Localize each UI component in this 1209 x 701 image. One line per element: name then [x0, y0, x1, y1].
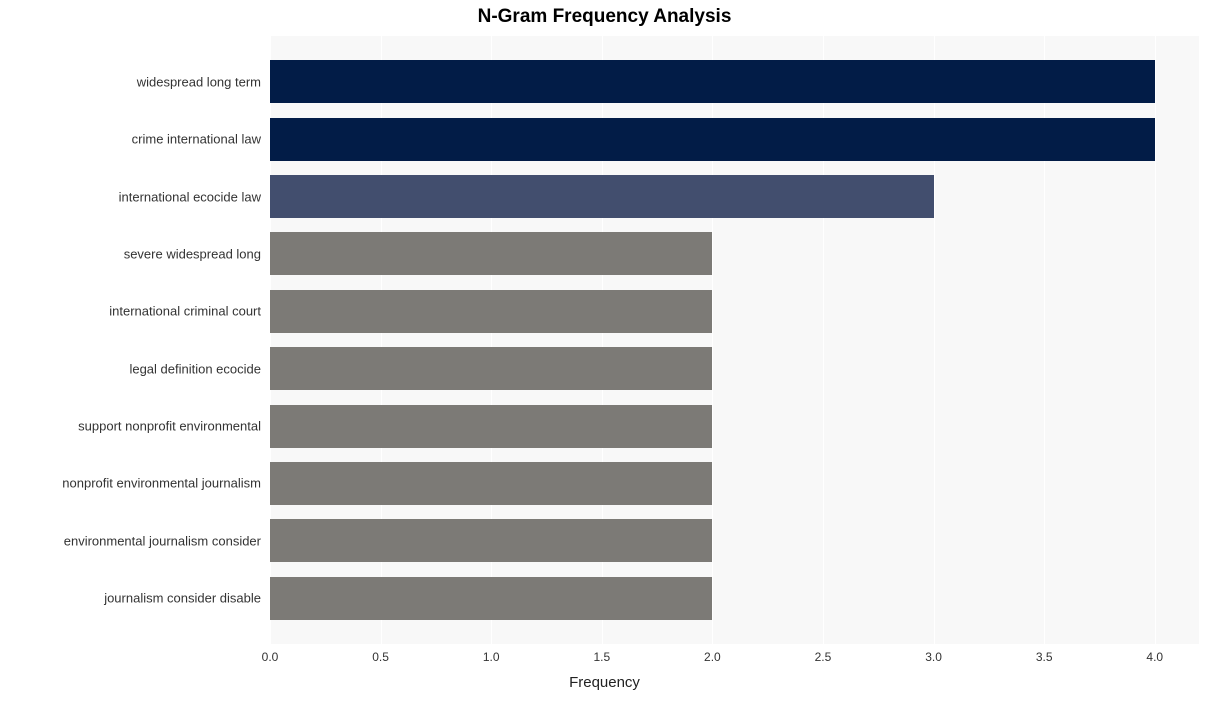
- y-tick-label: legal definition ecocide: [129, 361, 261, 376]
- y-tick-label: crime international law: [132, 132, 261, 147]
- y-tick-label: support nonprofit environmental: [78, 419, 261, 434]
- x-tick-label: 1.5: [593, 650, 610, 664]
- bar: [270, 118, 1155, 161]
- bar: [270, 175, 934, 218]
- bar: [270, 290, 712, 333]
- x-tick-label: 3.5: [1036, 650, 1053, 664]
- plot-area: [270, 36, 1199, 644]
- bar: [270, 462, 712, 505]
- y-tick-label: nonprofit environmental journalism: [62, 476, 261, 491]
- y-tick-label: environmental journalism consider: [64, 533, 261, 548]
- ngram-frequency-chart: N-Gram Frequency Analysis Frequency 0.0 0…: [0, 0, 1209, 701]
- x-tick-label: 1.0: [483, 650, 500, 664]
- bar: [270, 519, 712, 562]
- y-tick-label: severe widespread long: [124, 246, 261, 261]
- y-tick-label: journalism consider disable: [104, 591, 261, 606]
- chart-title: N-Gram Frequency Analysis: [0, 6, 1209, 28]
- bar: [270, 60, 1155, 103]
- bar: [270, 405, 712, 448]
- x-axis-label: Frequency: [0, 674, 1209, 691]
- grid-line: [1155, 36, 1156, 644]
- x-tick-label: 0.5: [372, 650, 389, 664]
- x-tick-label: 4.0: [1146, 650, 1163, 664]
- x-tick-label: 2.0: [704, 650, 721, 664]
- bar: [270, 347, 712, 390]
- y-tick-label: widespread long term: [137, 74, 261, 89]
- y-tick-label: international ecocide law: [119, 189, 261, 204]
- bar: [270, 577, 712, 620]
- bar: [270, 232, 712, 275]
- x-tick-label: 3.0: [925, 650, 942, 664]
- x-tick-label: 0.0: [262, 650, 279, 664]
- y-tick-label: international criminal court: [109, 304, 261, 319]
- x-tick-label: 2.5: [815, 650, 832, 664]
